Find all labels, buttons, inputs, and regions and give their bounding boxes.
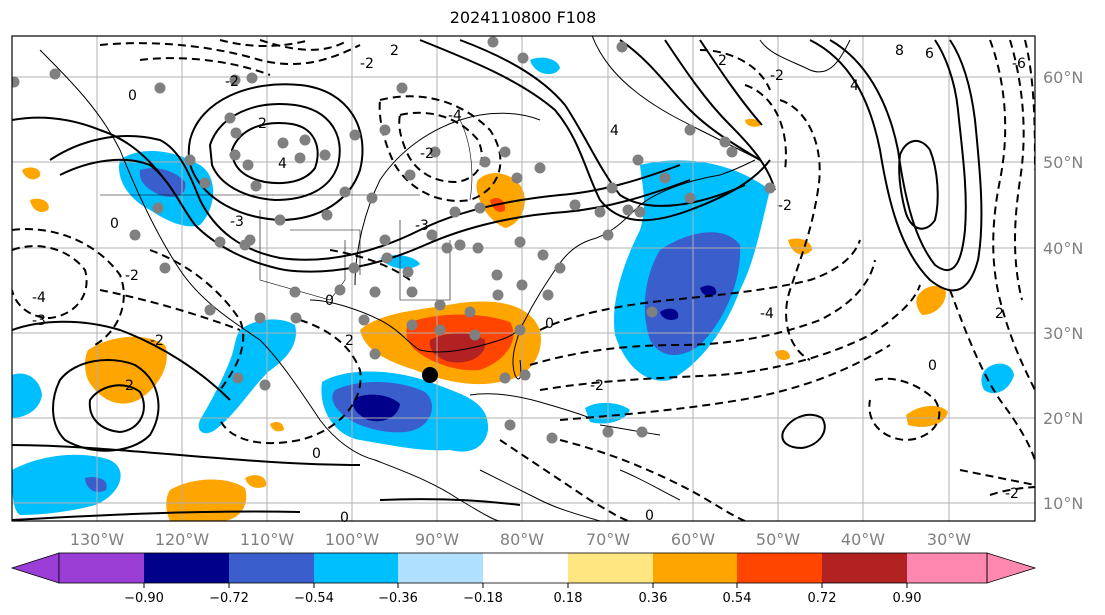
lon-label-60w: 60°W [671,530,715,549]
contours-positive [12,39,983,521]
contour-label: 2 [345,333,354,349]
colorbar-extend-low [10,552,60,584]
contour-label: 2 [718,53,727,69]
colorbar-segment [568,553,653,583]
contour-label: 8 [895,43,904,59]
lat-label-20n: 20°N [1043,409,1083,428]
colorbar-tick-label: −0.54 [294,591,334,606]
shaded-anomalies [12,57,1014,521]
colorbar-segment [907,553,987,583]
lon-label-110w: 110°W [240,530,295,549]
longitude-labels: 130°W 120°W 110°W 100°W 90°W 80°W 70°W 6… [70,530,971,549]
station-markers [12,36,776,444]
map-frame [11,35,1036,522]
contour-label: 0 [325,293,334,309]
map-background [12,36,1035,521]
contour-label: 4 [610,123,619,139]
contour-label: -2 [770,68,784,84]
contour-label: -2 [360,56,374,72]
contour-label: -2 [150,333,164,349]
lon-label-40w: 40°W [841,530,885,549]
contour-label: -2 [420,146,434,162]
contour-label: 4 [278,156,287,172]
contour-label: 0 [928,358,937,374]
lon-label-100w: 100°W [325,530,380,549]
colorbar-tick-label: 0.36 [639,591,668,606]
colorbar-segment [483,553,568,583]
contour-label: -2 [590,378,604,394]
colorbar-segment [59,553,144,583]
contour-label: -2 [120,378,134,394]
contour-label: -4 [448,108,462,124]
contour-label: 0 [340,510,349,526]
colorbar-tick-label: 0.18 [554,591,583,606]
contours-negative [12,39,1035,521]
contour-label: 0 [110,216,119,232]
lon-label-30w: 30°W [927,530,971,549]
lat-label-10n: 10°N [1043,494,1083,513]
contour-label: 2 [390,43,399,59]
lon-label-130w: 130°W [70,530,125,549]
lon-label-50w: 50°W [756,530,800,549]
contour-label: 2 [258,116,267,132]
colorbar-tick-label: −0.90 [124,591,164,606]
colorbar-tick-label: −0.72 [209,591,249,606]
contour-label: 4 [850,78,859,94]
lat-label-40n: 40°N [1043,239,1083,258]
contour-label: -2 [125,268,139,284]
lon-label-70w: 70°W [586,530,630,549]
lat-label-30n: 30°N [1043,324,1083,343]
colorbar-segment [737,553,822,583]
lon-label-90w: 90°W [415,530,459,549]
contour-label: -4 [760,306,774,322]
contour-label: 0 [545,316,554,332]
contour-label: 2 [995,306,1004,322]
lat-label-50n: 50°N [1043,153,1083,172]
contour-label: 0 [128,88,137,104]
colorbar-tick-label: 0.54 [723,591,752,606]
colorbar-segment [398,553,483,583]
colorbar-segment [822,553,907,583]
colorbar-segment [653,553,737,583]
lat-label-60n: 60°N [1043,68,1083,87]
colorbar-extend-high [986,552,1037,584]
colorbar-segment [314,553,398,583]
lon-label-120w: 120°W [155,530,210,549]
contour-label: 6 [925,46,934,62]
contour-label: -2 [1005,486,1019,502]
contour-label: -2 [778,198,792,214]
lon-label-80w: 80°W [500,530,544,549]
colorbar-tick-label: −0.36 [378,591,418,606]
latitude-labels: 60°N 50°N 40°N 30°N 20°N 10°N [1043,68,1083,513]
colorbar-segment [229,553,314,583]
contour-label: -3 [230,214,244,230]
contour-label: -6 [1012,56,1026,72]
colorbar: −0.90 −0.72 −0.54 −0.36 −0.18 0.18 0.36 … [10,552,1037,606]
colorbar-segment [144,553,229,583]
contour-label: -4 [32,290,46,306]
colorbar-tick-label: −0.18 [463,591,503,606]
shade-neg2-pacific-nw [139,168,186,197]
contour-label: 0 [645,508,654,524]
gridlines [12,36,1035,521]
colorbar-tick-label: 0.72 [808,591,837,606]
contour-label: -3 [32,313,46,329]
map-title: 2024110800 F108 [449,8,597,27]
contour-labels: 2 -2 0 -2 4 2 -4 -2 -3 -2 -4 -3 0 -2 -2 … [32,43,1026,526]
contour-label: 0 [312,446,321,462]
contour-label: -3 [415,218,429,234]
colorbar-tick-label: 0.90 [893,591,922,606]
storm-center-marker [422,367,438,383]
contour-label: -2 [225,74,239,90]
